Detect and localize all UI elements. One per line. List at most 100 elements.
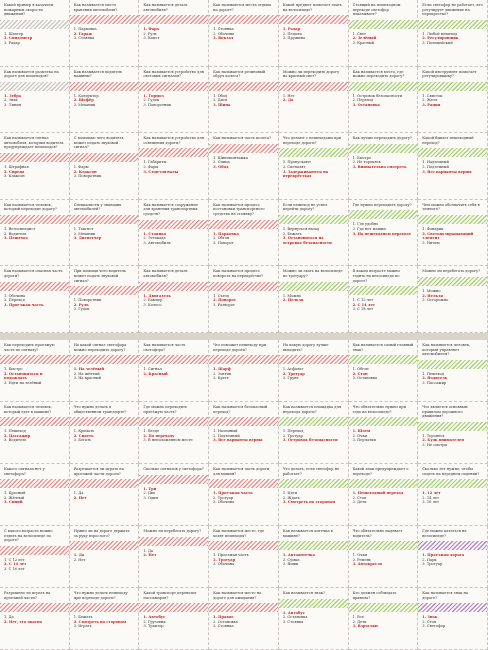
card-answer-option: 1. Свисток <box>422 93 443 98</box>
card-answer-option: 1. Парковка <box>73 27 97 32</box>
card-answer-correct: 2. С 14 лет <box>352 302 375 307</box>
card-answer-option: 2. Обочина <box>213 31 235 36</box>
card-answer-option: 3. Светофор <box>422 624 446 629</box>
card-answer-option: 2. Подземный <box>213 433 240 438</box>
hatched-band <box>418 148 487 158</box>
quiz-card: Как называются места отдыха на дороге? 1.… <box>209 0 279 67</box>
card-answer-option: 3. Тротуар <box>422 562 443 567</box>
card-answer-option: 1. Идти <box>282 491 298 496</box>
card-answer-correct: 2. Нет, это опасно <box>4 619 43 624</box>
card-answer-option: 3. Ящик <box>282 562 299 567</box>
hatched-band <box>0 417 69 427</box>
hatched-band <box>278 355 348 365</box>
card-answer-correct: 2. Сирена <box>4 169 25 174</box>
quiz-card: Если пешеход не успел перейти дорогу? 1. … <box>278 199 349 267</box>
card-answer-correct: 2. С 14 лет <box>4 562 27 567</box>
card-answer-option: 1. Габариты <box>143 160 167 165</box>
hatched-band <box>418 421 487 431</box>
hatched-band <box>348 210 418 220</box>
quiz-card: Какой бывает пешеходный переход? 1. Надзе… <box>418 133 488 200</box>
card-question: На какую дорогу лучше выходить? <box>282 343 329 352</box>
quiz-card: Нужно ли на дороге держать за руку взрос… <box>69 526 140 588</box>
quiz-card: Какой пример в казачьем пожарным скорост… <box>0 0 70 67</box>
card-question: На какой сигнал светофора можно переходи… <box>73 343 127 352</box>
quiz-card: Как называется деталь автомобиля? 1. Фара… <box>139 0 210 67</box>
card-question: Что поможет пешеходу при переходе дороги… <box>213 343 267 352</box>
hatched-band <box>348 479 418 489</box>
hatched-band <box>0 214 69 224</box>
card-question: Как называется процесс постановки трансп… <box>213 202 265 216</box>
quiz-card: Как называется сооружение для хранения т… <box>139 199 210 267</box>
hatched-band <box>418 81 487 91</box>
quiz-card: Если светофор не работает, кто регулируе… <box>418 0 488 67</box>
card-question: Как называется часть дороги для машин? <box>213 467 270 476</box>
card-question: Чем можно обозначить себя в темноте? <box>422 202 480 212</box>
hatched-band <box>278 598 348 608</box>
card-question: Как называется площадка для перехода дор… <box>282 405 342 414</box>
card-answer-correct: 1. Автоаптечка <box>282 553 315 558</box>
card-question: Где можно переходить проезжую часть? <box>143 405 187 414</box>
card-question: Как называются места отдыха на дороге? <box>213 3 272 12</box>
hatched-band <box>69 152 139 162</box>
card-answer-option: 2. Педали <box>282 31 302 36</box>
quiz-card: Где можно переходить проезжую часть? 1. В… <box>139 402 210 464</box>
card-question: Можно ли перебегать дорогу? <box>143 529 202 533</box>
card-answer-option: 3. Разворот <box>213 302 235 307</box>
hatched-band <box>0 152 69 162</box>
quiz-card: Можно ли переходить дорогу на красный св… <box>278 66 349 134</box>
card-answer-correct: 1. Да <box>73 553 85 558</box>
quiz-card: Как называется аптечка в машине? 1. Автоа… <box>278 526 349 588</box>
hatched-band <box>139 81 209 91</box>
card-answer-option: 1. Сигнал <box>143 367 162 372</box>
hatched-band <box>418 479 487 489</box>
card-question: Можно ли перебегать дорогу? <box>422 269 481 274</box>
quiz-card: Стоящий на пешеходном переходе светофор … <box>348 0 419 67</box>
quiz-card: Как называется водитель машины? 1. Кондук… <box>69 66 140 134</box>
quiz-card: Как называется место, где можно переходи… <box>348 66 419 134</box>
card-answer-option: 2. Бежать <box>282 231 302 236</box>
card-answer-option: 1. Велосипедист <box>4 226 36 231</box>
card-answer-correct: 2. Нет <box>73 495 87 500</box>
quiz-card: Как называется резиновый обруч колеса? 1.… <box>209 66 279 134</box>
quiz-card: Чем можно обозначить себя в темноте? 1. Ф… <box>418 199 488 267</box>
hatched-band <box>0 81 69 91</box>
card-answer-option: 2. 14 лет <box>422 495 439 500</box>
quiz-card: В каком возрасте можно ездить на велосип… <box>348 266 419 333</box>
card-answer-option: 1. Где удобно <box>352 222 379 227</box>
card-answer-correct: 3. Остановка <box>352 102 380 107</box>
quiz-card: Как называется место, где ходят пешеходы… <box>209 526 279 588</box>
card-answer-correct: 1. Шлем <box>352 429 371 434</box>
quiz-card: Как называется часть дороги для машин? 1.… <box>209 464 279 526</box>
quiz-card: Как называется часть колеса? 1. Шиномонта… <box>209 133 279 200</box>
quiz-card: Что нужно делать в общественном транспор… <box>69 402 140 464</box>
card-question: Сколько лет нужно, чтобы сидеть на перед… <box>422 467 480 476</box>
card-answer-option: 2. Жёлтый <box>4 495 25 500</box>
quiz-card: Разрешается ли играть на проезжей части … <box>69 464 140 526</box>
quiz-card: На какой сигнал светофора можно переходи… <box>69 340 140 402</box>
hatched-band <box>139 474 209 484</box>
card-answer-option: 1. Штрафная <box>4 164 29 169</box>
card-answer-option: 1. Наземный <box>213 429 238 434</box>
card-answer-correct: 1. Знак <box>422 615 438 620</box>
hatched-band <box>69 417 139 427</box>
card-answer-correct: 2. Гараж <box>73 31 92 36</box>
card-answer-option: 3. Поворот <box>213 240 234 245</box>
quiz-card: Как называется устройство для световых с… <box>139 66 210 134</box>
card-answer-correct: 1. Стоянка <box>143 231 167 236</box>
card-question: Что нужно делать в общественном транспор… <box>73 405 127 414</box>
hatched-band <box>209 355 278 365</box>
card-answer-option: 3. 16 лет <box>422 500 439 505</box>
card-answer-option: 1. Стоянка <box>213 27 234 32</box>
hatched-band <box>348 286 418 296</box>
card-answer-option: 2. Дети <box>352 619 367 624</box>
hatched-band <box>69 81 139 91</box>
card-answer-option: 3. Дети <box>352 500 367 505</box>
card-question: Как лучше переходить дорогу? <box>352 136 412 141</box>
card-answer-option: 1. Фары <box>73 164 89 169</box>
card-answer-correct: 2. Да <box>282 98 294 103</box>
hatched-band <box>0 479 69 489</box>
card-question: Как называется место, где ходят пешеходы… <box>213 529 265 538</box>
quiz-card: Специалисты у знающих автомобилей? 1. Так… <box>69 199 140 267</box>
quiz-card: Как называется деталь автомобиля? 1. Двиг… <box>139 266 210 333</box>
card-answer-option: 2. Грузовик <box>143 619 166 624</box>
